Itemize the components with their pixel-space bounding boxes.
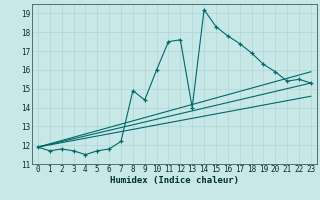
- X-axis label: Humidex (Indice chaleur): Humidex (Indice chaleur): [110, 176, 239, 185]
